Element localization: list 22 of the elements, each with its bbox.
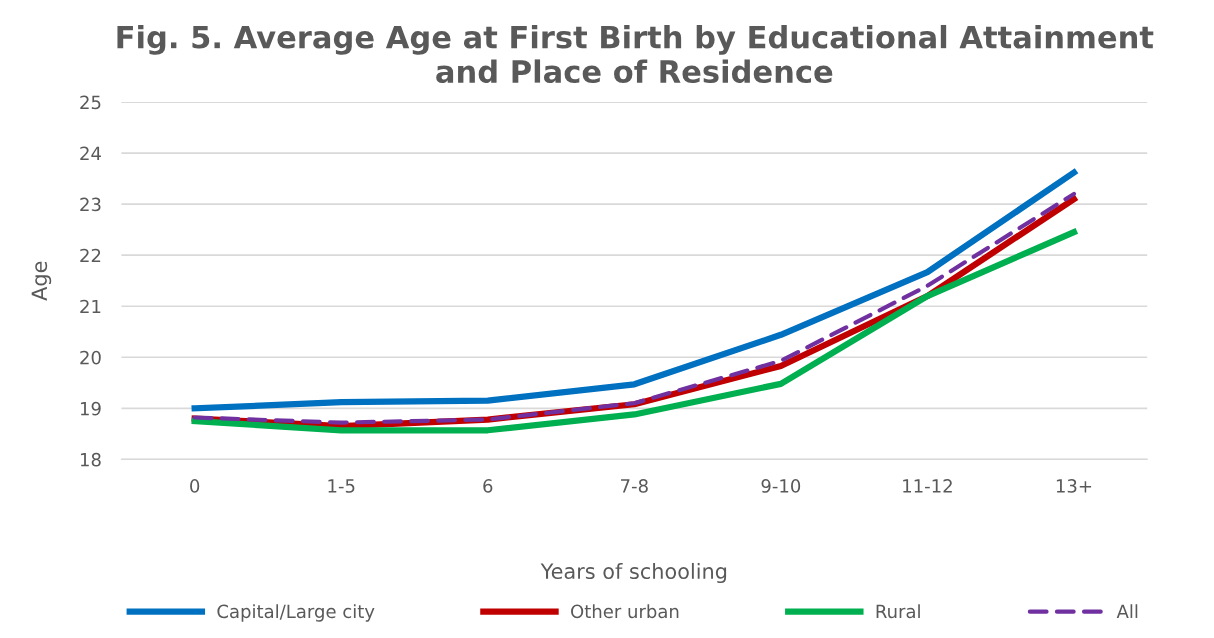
x-tick-label: 7-8 [621, 479, 648, 493]
x-tick-label: 9-10 [761, 479, 801, 493]
y-tick-label: 22 [80, 248, 101, 263]
x-tick-label: 0 [190, 479, 200, 493]
y-tick-label: 20 [80, 350, 101, 365]
y-tick-label: 24 [80, 146, 101, 160]
y-axis-title: Age [31, 261, 52, 301]
y-tick-label: 21 [80, 299, 101, 314]
legend-label: All [1116, 604, 1138, 618]
x-tick-label: 11-12 [903, 479, 952, 493]
legend-label: Capital/Large city [217, 604, 375, 622]
x-tick-label: 1-5 [328, 479, 355, 493]
legend-label: Rural [876, 604, 920, 619]
y-tick-label: 23 [80, 197, 101, 212]
x-tick-label: 13+ [1056, 479, 1092, 493]
x-tick-label: 6 [483, 479, 493, 493]
legend-label: Other urban [571, 604, 679, 619]
chart-title: Fig. 5. Average Age at First Birth by Educational Attainment and Place of Residence [117, 24, 1154, 84]
x-axis-title: Years of schooling [540, 562, 727, 584]
y-tick-label: 18 [80, 452, 101, 467]
y-tick-label: 25 [80, 95, 101, 110]
y-tick-label: 19 [80, 401, 101, 416]
